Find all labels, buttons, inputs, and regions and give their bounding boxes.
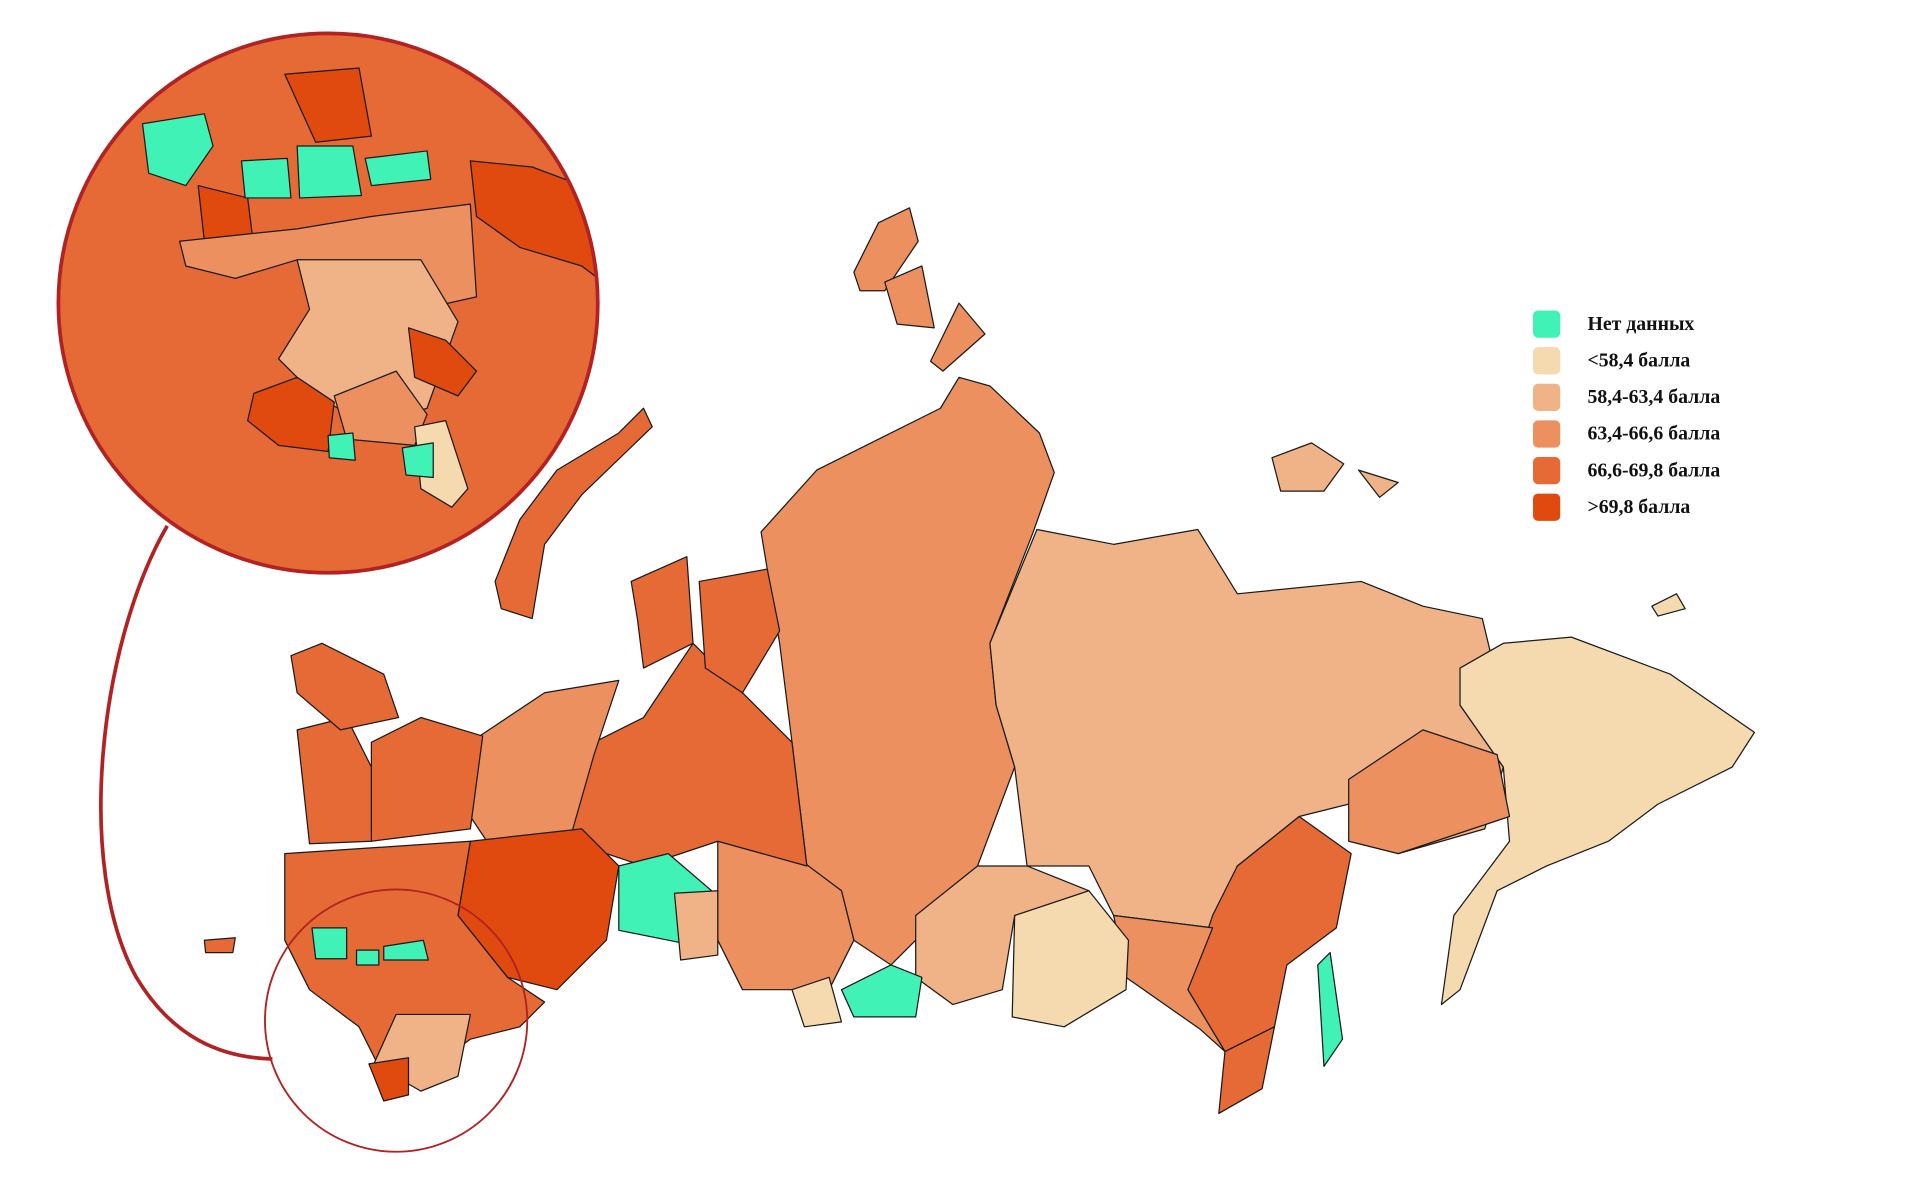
legend-swatch: [1533, 420, 1561, 448]
region: [284, 67, 372, 143]
region: [327, 432, 356, 461]
zoom-circle: [264, 888, 529, 1153]
legend-label: 66,6-69,8 балла: [1587, 459, 1720, 481]
region: [1271, 442, 1345, 492]
region: [884, 265, 935, 329]
region: [370, 716, 484, 842]
legend-swatch: [1533, 456, 1561, 485]
legend-swatch: [1533, 383, 1561, 411]
region: [311, 927, 348, 960]
legend-swatch: [1533, 493, 1561, 521]
region: [407, 327, 478, 397]
region: [791, 976, 843, 1028]
region: [1651, 593, 1686, 617]
region: [568, 642, 808, 867]
region: [494, 407, 653, 620]
legend-swatch: [1533, 347, 1561, 375]
legend-label: 63,4-66,6 балла: [1587, 423, 1720, 445]
region: [290, 642, 400, 731]
region: [630, 556, 694, 669]
region: [383, 939, 429, 961]
region: [368, 1057, 410, 1102]
legend-label: Нет данных: [1587, 313, 1694, 335]
region: [469, 679, 620, 855]
region: [698, 568, 781, 694]
region: [247, 376, 335, 453]
region: [296, 145, 363, 199]
russia-map: [203, 207, 1756, 1115]
legend-label: 58,4-63,4 балла: [1587, 386, 1720, 408]
region: [1317, 951, 1344, 1068]
region: [673, 890, 719, 961]
region: [296, 716, 372, 845]
legend: Нет данных <58,4 балла 58,4-63,4 балла 63,4…: [1533, 310, 1720, 521]
legend-label: <58,4 балла: [1587, 350, 1690, 372]
region: [355, 949, 380, 966]
region: [1348, 729, 1511, 855]
region: [1357, 469, 1399, 498]
region: [1218, 1026, 1276, 1115]
region: [414, 420, 469, 508]
region: [853, 207, 919, 292]
legend-swatch: [1533, 310, 1561, 338]
region: [240, 157, 292, 199]
region: [840, 964, 923, 1018]
region: [401, 442, 434, 479]
region: [203, 937, 236, 954]
region: [915, 865, 1090, 1006]
region: [141, 113, 214, 187]
region: [364, 150, 432, 187]
legend-label: >69,8 балла: [1587, 496, 1690, 518]
zoom-connector: [99, 524, 273, 1061]
inset-circle: [56, 31, 600, 575]
inset-map: [58, 33, 598, 573]
region: [929, 302, 986, 372]
